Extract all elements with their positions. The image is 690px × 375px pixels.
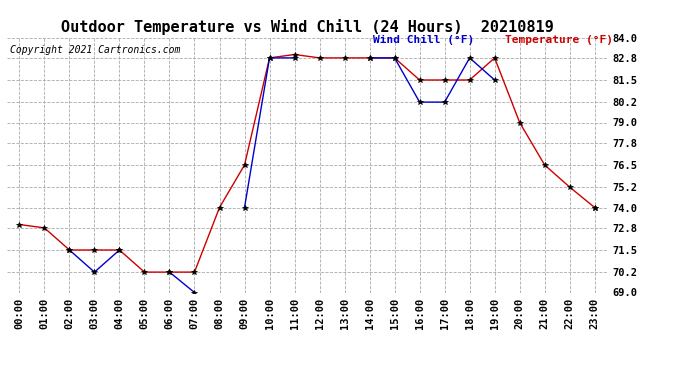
- Text: Copyright 2021 Cartronics.com: Copyright 2021 Cartronics.com: [10, 45, 180, 55]
- Text: Wind Chill (°F): Wind Chill (°F): [373, 35, 474, 45]
- Text: Temperature (°F): Temperature (°F): [505, 35, 613, 45]
- Title: Outdoor Temperature vs Wind Chill (24 Hours)  20210819: Outdoor Temperature vs Wind Chill (24 Ho…: [61, 19, 553, 35]
